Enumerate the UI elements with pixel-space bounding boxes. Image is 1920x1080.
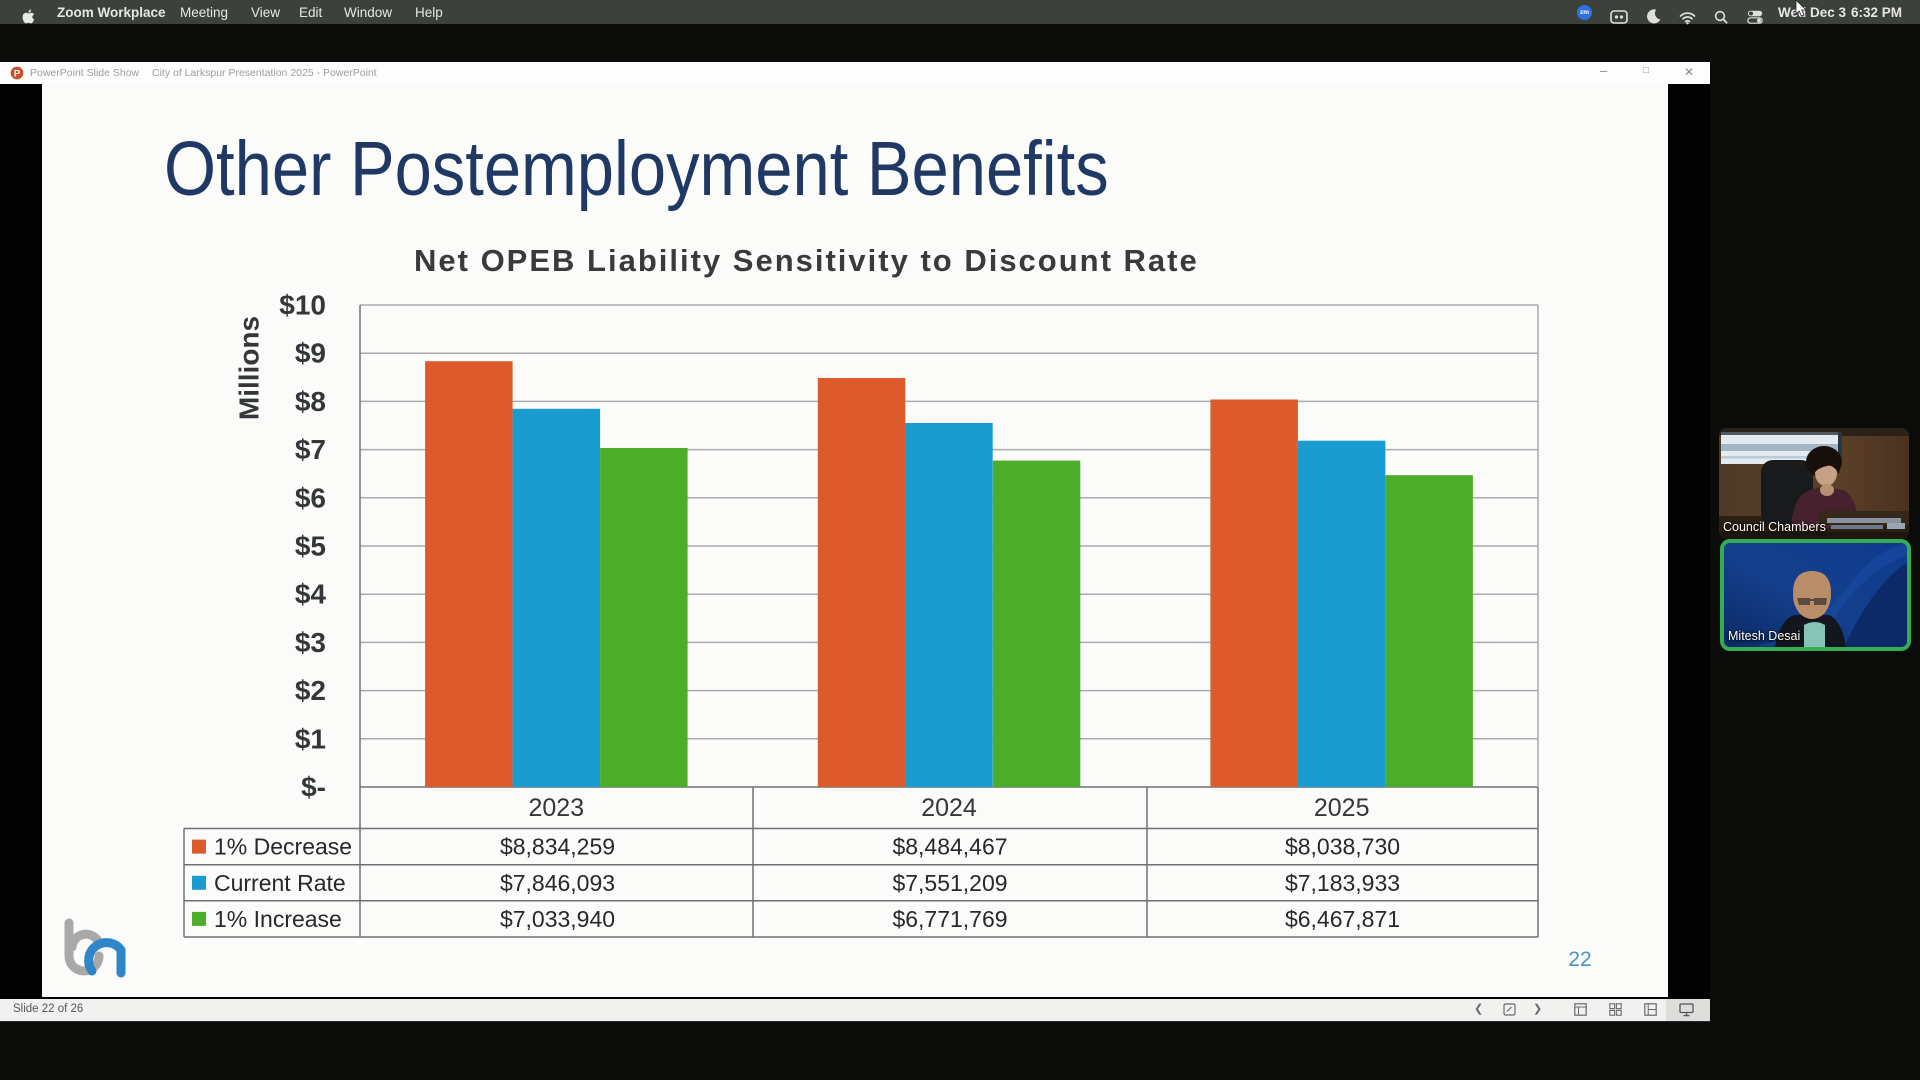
svg-text:Millions: Millions [233,316,264,420]
svg-text:$3: $3 [295,627,326,658]
svg-text:$5: $5 [295,531,326,562]
svg-text:$6: $6 [295,482,326,513]
svg-text:$1: $1 [295,723,326,754]
svg-text:$8,484,467: $8,484,467 [892,834,1007,860]
svg-text:$7,183,933: $7,183,933 [1285,870,1400,896]
svg-text:$6,467,871: $6,467,871 [1285,906,1400,932]
svg-text:$8: $8 [295,386,326,417]
svg-text:2024: 2024 [921,794,977,822]
svg-text:22: 22 [1568,948,1591,971]
svg-text:$4: $4 [295,579,327,610]
svg-text:$6,771,769: $6,771,769 [892,906,1007,932]
svg-text:$8,834,259: $8,834,259 [500,834,615,860]
svg-text:$8,038,730: $8,038,730 [1285,834,1400,860]
svg-text:$7,846,093: $7,846,093 [500,870,615,896]
svg-text:2023: 2023 [528,794,584,822]
svg-text:$-: $- [301,772,326,803]
svg-text:2025: 2025 [1314,794,1370,822]
svg-text:P: P [14,68,21,79]
svg-text:$2: $2 [295,675,326,706]
svg-text:1% Increase: 1% Increase [214,906,342,932]
svg-text:$7: $7 [295,434,326,465]
svg-text:Current Rate: Current Rate [214,870,346,896]
svg-text:1% Decrease: 1% Decrease [214,834,352,860]
svg-text:$7,551,209: $7,551,209 [892,870,1007,896]
svg-text:$7,033,940: $7,033,940 [500,906,615,932]
svg-text:$9: $9 [295,338,326,369]
svg-text:$10: $10 [279,290,326,321]
